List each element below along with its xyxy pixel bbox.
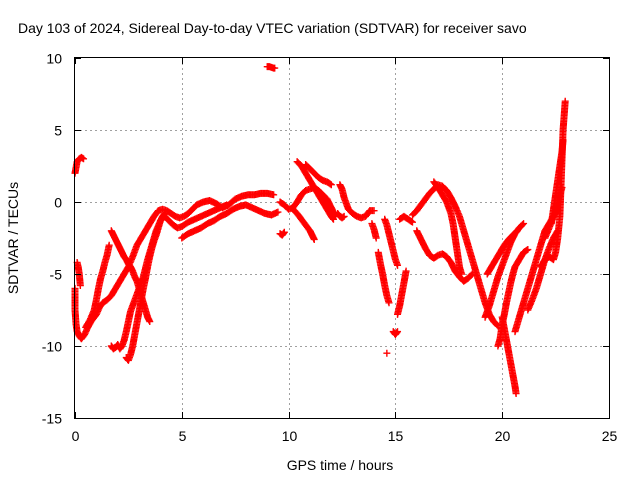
data-point-marker xyxy=(561,97,569,105)
series-arc-ab xyxy=(483,227,521,278)
data-point-marker xyxy=(385,299,393,307)
series-arc-l xyxy=(293,158,337,223)
x-tick-label: 20 xyxy=(495,428,511,444)
y-tick-label: -5 xyxy=(50,267,63,283)
data-point-marker xyxy=(326,180,334,188)
data-point-marker xyxy=(394,261,402,269)
data-point-marker xyxy=(394,328,402,336)
data-point-marker xyxy=(223,201,231,209)
plot-frame xyxy=(74,57,610,419)
series-arc-i xyxy=(263,63,279,72)
series-arc-d xyxy=(71,153,88,177)
data-point-marker xyxy=(329,214,337,222)
data-point-marker xyxy=(105,241,113,249)
series-arc-ai xyxy=(541,184,566,242)
series-arc-w xyxy=(394,267,410,318)
data-point-marker xyxy=(524,246,532,254)
series-arc-v xyxy=(396,212,416,226)
x-tick-label: 25 xyxy=(602,428,618,444)
data-point-marker xyxy=(402,267,410,275)
x-tick-label: 5 xyxy=(179,428,187,444)
data-point-marker xyxy=(280,228,288,236)
y-tick-label: 10 xyxy=(46,51,62,67)
x-tick-label: 10 xyxy=(282,428,298,444)
x-tick-label: 15 xyxy=(388,428,404,444)
data-point-marker xyxy=(310,235,318,243)
series-arc-j xyxy=(276,228,288,239)
series-arc-a xyxy=(71,189,278,343)
data-point-marker xyxy=(383,349,391,357)
y-axis-title: SDTVAR / TECUs xyxy=(5,182,21,294)
data-point-marker xyxy=(76,282,84,290)
axis-ticks: 0 5 10 15 20 25 -15 -10 -5 0 5 10 xyxy=(42,51,618,445)
data-point-marker xyxy=(520,220,528,228)
data-point-marker xyxy=(467,271,475,279)
series-arc-t xyxy=(383,349,391,357)
y-tick-label: -15 xyxy=(42,411,62,427)
data-point-marker xyxy=(407,217,415,225)
data-point-marker xyxy=(512,228,520,236)
data-point-marker xyxy=(340,212,348,220)
series-arc-c xyxy=(73,258,84,290)
x-axis-title: GPS time / hours xyxy=(287,457,394,473)
data-point-marker xyxy=(372,234,380,242)
data-point-marker xyxy=(370,207,378,215)
data-point-marker xyxy=(274,208,282,216)
data-point-marker xyxy=(270,191,278,199)
data-point-marker xyxy=(393,329,401,337)
series-arc-b xyxy=(82,241,113,331)
data-markers xyxy=(71,63,569,398)
series-arc-m xyxy=(289,205,318,243)
series-arc-n xyxy=(302,161,335,189)
series-arc-u xyxy=(389,328,402,338)
chart-title: Day 103 of 2024, Sidereal Day-to-day VTE… xyxy=(18,20,527,36)
series-arc-s xyxy=(381,215,402,269)
data-point-marker xyxy=(559,136,567,144)
data-point-marker xyxy=(518,221,526,229)
data-point-marker xyxy=(458,270,466,278)
data-point-marker xyxy=(523,246,531,254)
data-point-marker xyxy=(160,210,168,218)
data-point-marker xyxy=(558,184,566,192)
series-arc-ac xyxy=(494,246,532,350)
data-point-marker xyxy=(408,218,416,226)
series-arc-g xyxy=(107,227,154,326)
data-point-marker xyxy=(161,210,169,218)
data-point-marker xyxy=(327,181,335,189)
series-arc-o xyxy=(336,181,378,222)
series-arc-e xyxy=(107,201,231,353)
series-arc-ad xyxy=(498,313,520,398)
data-point-marker xyxy=(78,154,86,162)
y-tick-label: 0 xyxy=(54,195,62,211)
series-arc-y xyxy=(413,227,476,285)
data-point-marker xyxy=(468,270,476,278)
data-point-marker xyxy=(280,229,288,237)
series-arc-h xyxy=(178,201,282,242)
y-tick-label: -10 xyxy=(42,339,62,355)
data-point-marker xyxy=(339,213,347,221)
series-arc-z xyxy=(430,178,466,278)
series-arc-r xyxy=(374,248,393,307)
y-tick-label: 5 xyxy=(54,123,62,139)
data-point-marker xyxy=(512,390,520,398)
data-point-marker xyxy=(513,227,521,235)
series-arc-q xyxy=(368,220,380,242)
series-arc-p xyxy=(334,210,348,222)
data-point-marker xyxy=(146,318,154,326)
data-point-marker xyxy=(80,155,88,163)
x-tick-label: 0 xyxy=(72,428,80,444)
grid-lines xyxy=(75,58,609,418)
data-point-marker xyxy=(329,215,337,223)
data-point-marker xyxy=(271,64,279,72)
